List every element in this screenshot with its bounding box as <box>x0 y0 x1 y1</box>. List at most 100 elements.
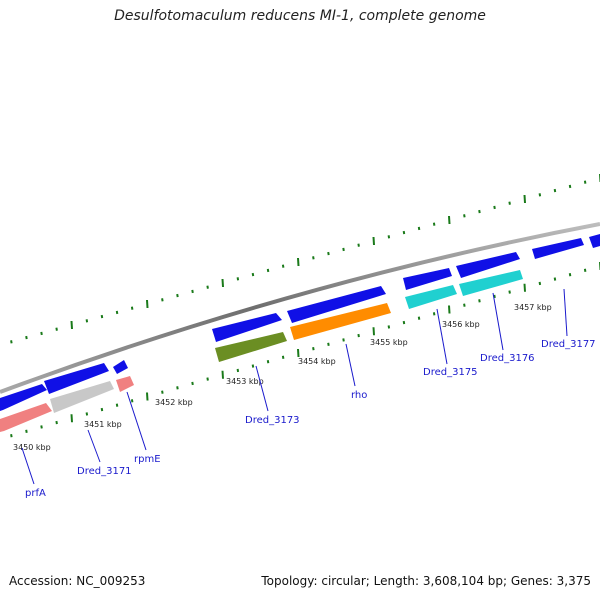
minor-tick <box>191 381 194 386</box>
gene-Dred_3176-bar[interactable] <box>459 270 523 296</box>
gene-rpmE-bar[interactable] <box>116 376 134 392</box>
minor-tick <box>357 243 360 247</box>
scale-label: 3452 kbp <box>155 398 193 407</box>
gene-Dred_3171-bar[interactable] <box>50 381 114 413</box>
minor-tick <box>568 273 572 277</box>
minor-tick <box>493 205 496 210</box>
minor-tick <box>417 316 421 320</box>
forward-cds-3[interactable] <box>113 360 128 374</box>
minor-tick <box>553 277 557 281</box>
minor-tick <box>115 310 119 315</box>
minor-tick <box>312 346 315 351</box>
minor-tick <box>25 335 28 340</box>
minor-tick <box>281 355 285 360</box>
minor-tick <box>206 285 209 289</box>
minor-tick <box>402 230 406 235</box>
minor-tick <box>191 289 194 294</box>
forward-cds-1[interactable] <box>0 384 47 411</box>
scale-labels: 3450 kbp 3451 kbp 3452 kbp 3453 kbp 3454… <box>13 303 552 452</box>
forward-cds-2[interactable] <box>44 363 109 394</box>
gene-label-Dred_3176[interactable]: Dred_3176 <box>480 353 535 364</box>
gene-Dred_3173-bar[interactable] <box>215 332 287 362</box>
scale-label: 3457 kbp <box>514 303 552 312</box>
major-tick <box>146 299 149 309</box>
minor-tick <box>100 314 104 319</box>
minor-tick <box>55 327 58 331</box>
forward-cds-8[interactable] <box>532 238 584 259</box>
minor-tick <box>130 399 134 403</box>
map-title: Desulfotomaculum reducens MI-1, complete… <box>114 8 486 24</box>
minor-tick <box>85 319 89 323</box>
minor-tick <box>85 412 89 416</box>
minor-tick <box>538 281 542 286</box>
minor-tick <box>583 180 587 184</box>
major-tick <box>297 257 300 267</box>
scale-label: 3454 kbp <box>298 357 336 366</box>
minor-tick <box>463 303 466 307</box>
minor-tick <box>432 222 436 226</box>
gene-Dred_3175-bar[interactable] <box>405 285 457 309</box>
scale-label: 3450 kbp <box>13 443 51 452</box>
minor-tick <box>176 386 179 390</box>
minor-tick <box>176 293 179 298</box>
minor-tick <box>236 277 240 281</box>
major-tick <box>372 236 375 246</box>
minor-tick <box>10 340 13 344</box>
forward-cds-4[interactable] <box>212 313 282 342</box>
gene-labels: prfA Dred_3171 rpmE Dred_3173 rho Dred_3… <box>25 339 596 499</box>
minor-tick <box>266 268 270 273</box>
minor-tick <box>40 331 43 336</box>
minor-tick <box>432 312 436 316</box>
minor-tick <box>342 247 345 252</box>
gene-label-rpmE[interactable]: rpmE <box>134 454 161 465</box>
gene-prfA-bar[interactable] <box>0 403 52 432</box>
inner-tick-row <box>10 262 600 438</box>
minor-tick <box>281 264 285 268</box>
gene-label-Dred_3171[interactable]: Dred_3171 <box>77 466 132 477</box>
minor-tick <box>266 360 270 364</box>
gene-rho-bar[interactable] <box>290 303 391 340</box>
gene-label-Dred_3177[interactable]: Dred_3177 <box>541 339 596 350</box>
gene-label-rho[interactable]: rho <box>351 390 367 401</box>
forward-cds-9[interactable] <box>589 234 600 248</box>
major-tick <box>146 392 149 401</box>
minor-tick <box>387 235 391 239</box>
minor-tick <box>402 320 406 325</box>
major-tick <box>523 194 526 204</box>
forward-strand-track <box>0 234 600 411</box>
major-tick <box>523 283 526 292</box>
minor-tick <box>161 298 164 302</box>
outer-tick-row <box>10 174 600 344</box>
major-tick <box>221 370 224 379</box>
forward-cds-5[interactable] <box>287 286 386 323</box>
minor-tick <box>342 338 345 342</box>
minor-tick <box>251 364 255 368</box>
major-tick <box>297 348 300 358</box>
forward-cds-7[interactable] <box>456 252 520 278</box>
gene-label-prfA[interactable]: prfA <box>25 488 46 499</box>
minor-tick <box>357 333 360 338</box>
minor-tick <box>327 251 330 256</box>
minor-tick <box>25 429 28 433</box>
minor-tick <box>478 209 481 214</box>
minor-tick <box>236 368 240 373</box>
minor-tick <box>40 425 43 429</box>
minor-tick <box>553 188 557 193</box>
major-tick <box>70 414 73 423</box>
accession-text: Accession: NC_009253 <box>9 574 146 588</box>
genome-summary-text: Topology: circular; Length: 3,608,104 bp… <box>261 574 591 588</box>
gene-label-Dred_3173[interactable]: Dred_3173 <box>245 415 300 426</box>
forward-cds-6[interactable] <box>403 268 452 290</box>
scale-label: 3455 kbp <box>370 338 408 347</box>
major-tick <box>448 305 451 314</box>
minor-tick <box>493 294 496 299</box>
gene-track <box>0 270 523 432</box>
major-tick <box>70 320 73 330</box>
major-tick <box>448 215 451 225</box>
genome-backbone <box>0 222 600 394</box>
gene-leader-lines <box>21 288 568 485</box>
gene-label-Dred_3175[interactable]: Dred_3175 <box>423 367 478 378</box>
minor-tick <box>312 256 315 260</box>
minor-tick <box>100 407 104 412</box>
